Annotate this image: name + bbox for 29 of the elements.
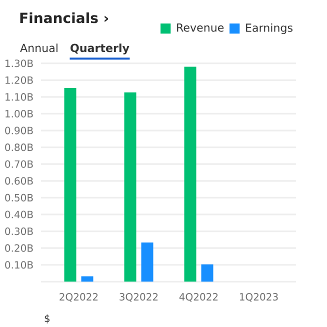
x-tick-label: 1Q2023 [240, 293, 278, 302]
text: $ [44, 314, 50, 324]
chart-title: Financials › [20, 12, 108, 24]
bar [184, 66, 196, 282]
text: Annual [20, 44, 58, 52]
y-tick-label: 0.80B [5, 144, 33, 152]
bar [64, 88, 76, 282]
y-tick-label: 0.20B [5, 244, 33, 252]
y-tick-label: 0.30B [5, 227, 33, 236]
bar [124, 92, 136, 282]
y-tick-label: 0.40B [5, 210, 33, 218]
y-tick-label: 0.10B [5, 261, 33, 269]
x-tick-label: 4Q2022 [180, 293, 218, 302]
y-tick-label: 0.90B [5, 126, 33, 134]
bar [81, 276, 94, 282]
y-tick-label: 0.70B [5, 160, 33, 168]
text: Quarterly [70, 44, 130, 54]
y-tick-label: 1.30B [6, 60, 33, 68]
y-tick-label: 1.20B [6, 76, 33, 84]
bar [141, 242, 154, 282]
y-tick-label: 1.10B [6, 93, 33, 101]
bar [201, 264, 214, 282]
legend-label: Revenue [177, 24, 224, 32]
legend-label: Earnings [246, 23, 293, 34]
y-tick-label: 0.50B [5, 194, 33, 202]
x-tick-label: 2Q2022 [60, 293, 98, 302]
x-tick-label: 3Q2022 [120, 293, 158, 302]
y-tick-label: 0.60B [5, 177, 33, 185]
y-tick-label: 1.00B [6, 110, 33, 118]
